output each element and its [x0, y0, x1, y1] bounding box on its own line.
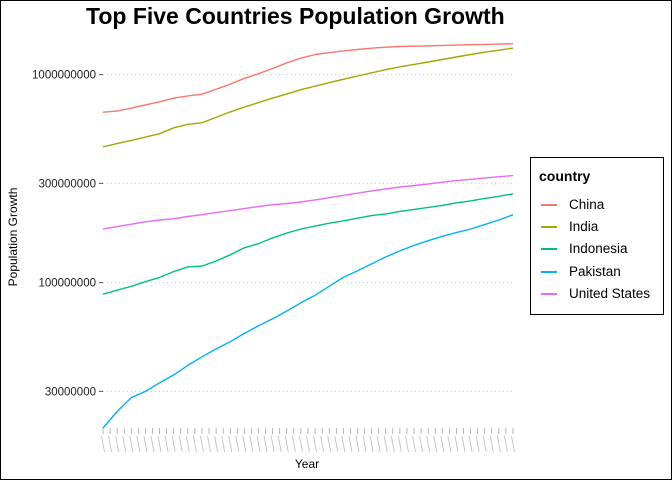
x-tick-label-smudge [108, 435, 112, 453]
x-tick-label-smudge [440, 435, 445, 453]
x-tick-label-smudge [334, 435, 339, 453]
x-tick-label-smudge [193, 435, 197, 453]
series-lines [102, 43, 514, 429]
x-tick-label-smudge [405, 435, 409, 453]
legend-label-united-states: United States [569, 286, 651, 301]
x-tick-label-smudge [468, 435, 473, 453]
x-tick-label-smudge [277, 435, 282, 453]
x-tick-label-smudge [263, 435, 268, 453]
legend: country China India Indonesia Pakistan U… [530, 157, 664, 315]
legend-item-china [531, 351, 663, 373]
legend-key-indonesia [541, 248, 557, 250]
series-line-china [102, 43, 514, 113]
x-tick-label-smudge [504, 435, 508, 453]
x-tick-label-smudge [433, 435, 438, 453]
legend-item-china: China [531, 194, 663, 216]
legend-key-united-states [541, 293, 557, 295]
x-tick-label-smudge [185, 435, 190, 453]
x-tick-label-smudge [489, 435, 494, 453]
x-tick-label-smudge [256, 435, 261, 453]
legend-label-pakistan: Pakistan [569, 264, 621, 279]
x-tick-label-smudge [482, 435, 487, 453]
legend-key-china [541, 204, 557, 206]
x-tick-label-smudge [200, 435, 204, 453]
x-tick-label-smudge [115, 435, 120, 453]
y-tick-label: 100000000 [38, 278, 96, 290]
x-tick-label-smudge [228, 435, 233, 453]
x-tick-label-smudge [178, 435, 183, 453]
x-tick-label-smudge [129, 435, 134, 453]
x-tick-label-smudge [221, 435, 226, 453]
x-tick-label-smudge [143, 435, 148, 453]
x-tick-label-smudge [101, 435, 105, 453]
x-tick-label-smudge [383, 435, 388, 453]
x-tick-label-smudge [369, 435, 374, 453]
series-line-indonesia [102, 193, 514, 295]
x-tick-label-smudge [249, 435, 254, 453]
legend-key-india [541, 226, 557, 228]
x-tick-label-smudge [320, 435, 325, 453]
x-tick-label-smudge [475, 435, 480, 453]
x-tick-label-smudge [398, 435, 402, 453]
legend-item-indonesia: Indonesia [531, 238, 663, 260]
x-tick-label-smudge [511, 435, 515, 453]
x-tick-label-smudge [150, 435, 155, 453]
x-tick-label-smudge [299, 435, 303, 453]
x-tick-label-smudge [355, 435, 360, 453]
series-line-india [102, 47, 514, 148]
x-tick-label-smudge [207, 435, 211, 453]
x-tick-label-smudge [270, 435, 275, 453]
chart-title: Top Five Countries Population Growth [86, 3, 505, 29]
x-tick-label-smudge [291, 435, 296, 453]
x-tick-label-smudge [426, 435, 431, 453]
y-tick-label: 1000000000 [32, 70, 96, 82]
x-tick-label-smudge [341, 435, 346, 453]
x-tick-label-smudge [313, 435, 317, 453]
legend-item-united-states: United States [531, 283, 663, 305]
grid-lines [103, 74, 513, 392]
y-axis-title: Population Growth [6, 188, 20, 287]
x-tick-label-smudge [419, 435, 423, 453]
legend-label-china: China [569, 197, 605, 212]
x-tick-label-smudge [242, 435, 247, 453]
y-axis-ticks: 30000000 100000000 300000000 1000000000 [32, 70, 103, 398]
x-tick-label-smudge [136, 435, 141, 453]
x-tick-label-smudge [454, 435, 459, 453]
x-tick-label-smudge [235, 435, 240, 453]
x-tick-label-smudge [412, 435, 416, 453]
x-axis-ticks [101, 428, 515, 453]
x-tick-label-smudge [327, 435, 332, 453]
x-tick-label-smudge [447, 435, 452, 453]
x-tick-label-smudge [122, 435, 127, 453]
x-tick-label-smudge [461, 435, 466, 453]
x-tick-label-smudge [214, 435, 218, 453]
legend-key-pakistan [541, 271, 557, 273]
x-axis-title: Year [295, 457, 319, 471]
series-line-pakistan [102, 214, 514, 429]
x-tick-label-smudge [284, 435, 289, 453]
legend-label-india: India [569, 219, 599, 234]
x-tick-label-smudge [496, 435, 501, 453]
x-tick-label-smudge [362, 435, 367, 453]
x-tick-label-smudge [157, 435, 162, 453]
x-tick-label-smudge [306, 435, 310, 453]
y-tick-label: 30000000 [45, 386, 96, 398]
legend-item-pakistan: Pakistan [531, 261, 663, 283]
legend-item-india: India [531, 216, 663, 238]
legend-title: country [539, 168, 591, 184]
y-tick-label: 300000000 [38, 178, 96, 190]
x-tick-label-smudge [164, 435, 169, 453]
x-tick-label-smudge [390, 435, 395, 453]
x-tick-label-smudge [348, 435, 353, 453]
x-tick-label-smudge [171, 435, 176, 453]
x-tick-label-smudge [376, 435, 381, 453]
series-line-united-states [102, 174, 514, 230]
legend-label-indonesia: Indonesia [569, 241, 628, 256]
